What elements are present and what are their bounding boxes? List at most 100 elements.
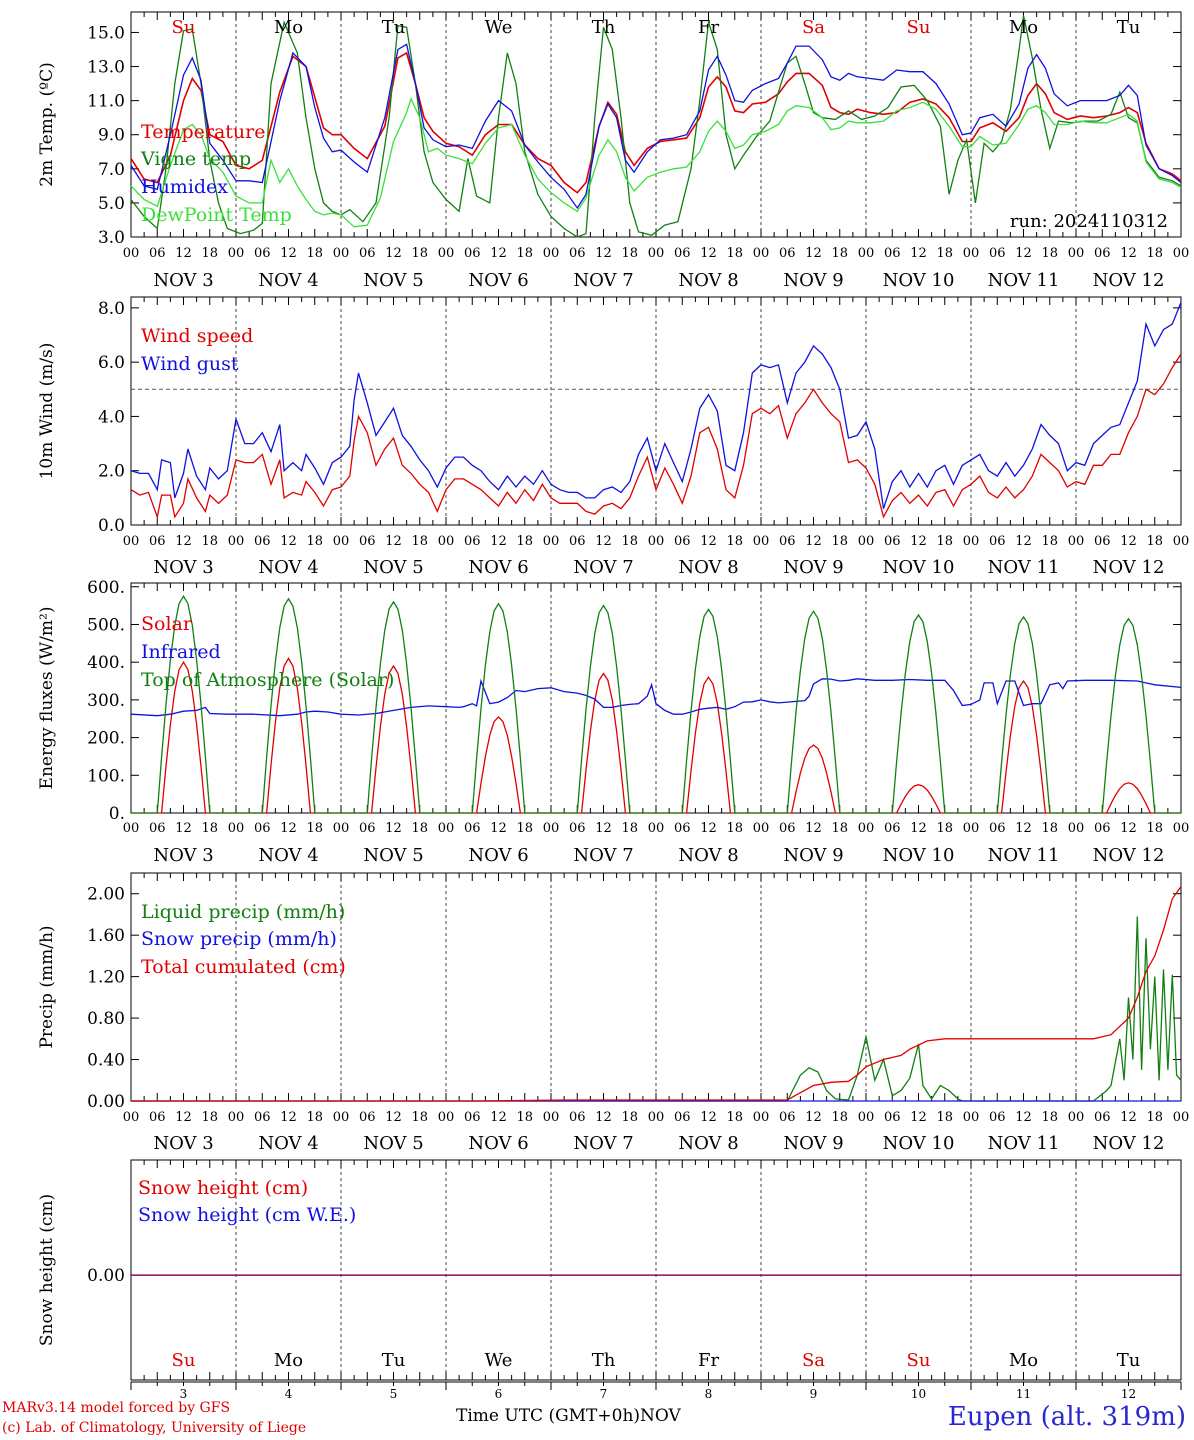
hour-tick-label: 06 [884,534,901,549]
weekday-label-bottom: Tu [1117,1350,1141,1371]
hour-tick-label: 00 [1068,534,1085,549]
y-axis-label: Snow height (cm) [37,1194,57,1346]
hour-tick-label: 18 [516,534,533,549]
hour-tick-label: 06 [1094,534,1111,549]
weekday-label-top: Tu [1117,17,1141,38]
hour-tick-label: 06 [464,246,481,261]
y-tick-label: 0.00 [87,1266,125,1286]
hour-tick-label: 18 [411,821,428,836]
day-number: 5 [390,1387,398,1401]
hour-tick-label: 18 [831,1110,848,1125]
hour-tick-label: 06 [254,821,271,836]
hour-tick-label: 18 [621,246,638,261]
hour-tick-label: 12 [700,246,717,261]
hour-tick-label: 12 [1015,246,1032,261]
y-tick-label: 0.0 [98,516,125,536]
hour-tick-label: 06 [464,1110,481,1125]
day-label: NOV 11 [988,1133,1060,1154]
series-line-wind-gust [130,302,1182,509]
day-label: NOV 8 [678,557,738,578]
hour-tick-label: 06 [149,821,166,836]
hour-tick-label: 18 [621,534,638,549]
day-label: NOV 11 [988,845,1060,866]
day-label: NOV 8 [678,270,738,291]
hour-tick-label: 18 [936,821,953,836]
legend-entry: Vigne temp [140,148,251,170]
hour-tick-label: 06 [779,534,796,549]
y-tick-label: 3.0 [98,228,125,248]
hour-tick-label: 00 [1068,246,1085,261]
series-line-liquid-precip-mm-h- [131,916,1182,1102]
hour-tick-label: 12 [700,1110,717,1125]
hour-tick-label: 06 [674,821,691,836]
hour-tick-label: 00 [648,821,665,836]
hour-tick-label: 12 [1120,821,1137,836]
hour-tick-label: 00 [1068,821,1085,836]
legend-entry: Wind gust [141,353,239,375]
hour-tick-label: 18 [831,246,848,261]
hour-tick-label: 00 [543,534,560,549]
hour-tick-label: 18 [201,1110,218,1125]
legend-entry: Humidex [141,176,228,198]
y-axis-label: 10m Wind (m/s) [37,343,57,480]
hour-tick-label: 00 [858,1110,875,1125]
hour-tick-label: 12 [385,821,402,836]
y-tick-label: 300. [87,691,125,711]
day-label: NOV 6 [468,845,528,866]
hour-tick-label: 12 [280,246,297,261]
day-label: NOV 7 [573,557,633,578]
hour-tick-label: 00 [228,534,245,549]
day-number: 7 [600,1387,608,1401]
hour-tick-label: 06 [359,821,376,836]
hour-tick-label: 06 [149,1110,166,1125]
weekday-label-top: Mo [274,17,303,38]
hour-tick-label: 00 [123,1110,140,1125]
hour-tick-label: 12 [280,534,297,549]
weekday-label-bottom: Su [172,1350,196,1371]
hour-tick-label: 06 [989,821,1006,836]
day-label: NOV 12 [1093,1133,1165,1154]
hour-tick-label: 12 [175,246,192,261]
hour-tick-label: 00 [438,534,455,549]
y-tick-label: 15.0 [87,23,125,43]
series-line-humidex [130,43,1182,210]
hour-tick-label: 12 [805,246,822,261]
chart-panel-1: 3.0 5.0 7.0 9.0 11.0 13.0 15.0 2m Temp. (ºC) Tem… [37,11,1189,291]
hour-tick-label: 18 [1041,246,1058,261]
day-label: NOV 6 [468,270,528,291]
day-number: 6 [495,1387,503,1401]
chart-panel-3: 0. 100. 200. 300. 400. 500. 600. Energy fluxes … [37,578,1189,866]
hour-tick-label: 12 [1120,246,1137,261]
hour-tick-label: 18 [621,821,638,836]
weekday-label-top: Th [592,17,616,38]
day-label: NOV 4 [258,845,318,866]
hour-tick-label: 18 [726,821,743,836]
hour-tick-label: 18 [621,1110,638,1125]
hour-tick-label: 06 [149,534,166,549]
hour-tick-label: 00 [228,821,245,836]
day-label: NOV 7 [573,1133,633,1154]
legend-entry: DewPoint Temp [141,204,292,226]
day-label: NOV 3 [153,557,213,578]
hour-tick-label: 12 [910,246,927,261]
series-line-dewpoint-temp [130,97,1182,228]
hour-tick-label: 12 [490,821,507,836]
weekday-label-bottom: Mo [274,1350,303,1371]
hour-tick-label: 00 [1068,1110,1085,1125]
hour-tick-label: 12 [595,1110,612,1125]
hour-tick-label: 18 [831,821,848,836]
day-label: NOV 6 [468,557,528,578]
hour-tick-label: 06 [989,1110,1006,1125]
hour-tick-label: 12 [595,534,612,549]
hour-tick-label: 18 [306,821,323,836]
hour-tick-label: 12 [700,534,717,549]
hour-tick-label: 00 [123,534,140,549]
day-label: NOV 8 [678,1133,738,1154]
hour-tick-label: 12 [910,821,927,836]
hour-tick-label: 06 [569,1110,586,1125]
y-tick-label: 200. [87,729,125,749]
weekday-label-top: Su [907,17,931,38]
hour-tick-label: 06 [464,534,481,549]
y-axis-label: 2m Temp. (ºC) [37,62,57,187]
hour-tick-label: 12 [385,534,402,549]
